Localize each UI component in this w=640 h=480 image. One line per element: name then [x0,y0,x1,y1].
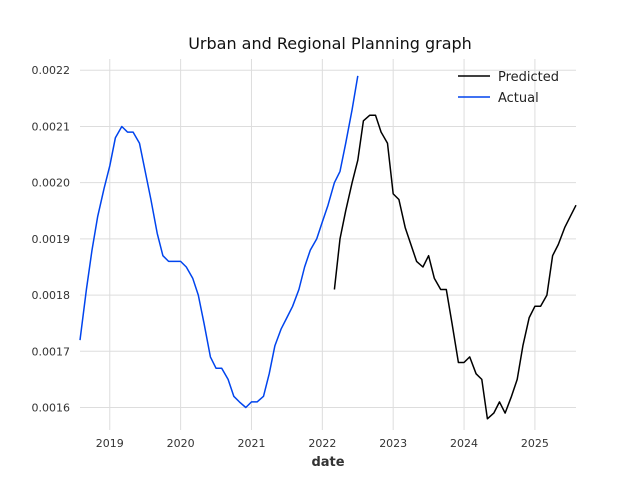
x-axis-ticks: 2019 2020 2021 2022 2023 2024 2025 [96,437,549,450]
legend: Predicted Actual [458,70,559,106]
y-tick-label: 0.0016 [32,402,71,415]
y-tick-label: 0.0017 [32,345,71,358]
grid [80,59,576,430]
x-tick-label: 2025 [521,437,549,450]
x-axis-label: date [311,455,344,470]
y-tick-label: 0.0022 [32,64,71,77]
x-tick-label: 2019 [96,437,124,450]
series-line-predicted [333,114,577,420]
legend-label-actual: Actual [498,91,539,106]
series-line-actual [79,75,359,409]
series-lines [79,75,577,420]
x-tick-label: 2021 [237,437,265,450]
chart-title: Urban and Regional Planning graph [188,34,472,53]
y-tick-label: 0.0019 [32,233,71,246]
y-tick-label: 0.0021 [32,120,71,133]
x-tick-label: 2023 [379,437,407,450]
x-tick-label: 2022 [308,437,336,450]
legend-label-predicted: Predicted [498,70,559,85]
x-tick-label: 2020 [167,437,195,450]
y-tick-label: 0.0018 [32,289,71,302]
y-axis-ticks: 0.0016 0.0017 0.0018 0.0019 0.0020 0.0021 0.00… [32,64,71,414]
x-tick-label: 2024 [450,437,478,450]
y-tick-label: 0.0020 [32,177,71,190]
